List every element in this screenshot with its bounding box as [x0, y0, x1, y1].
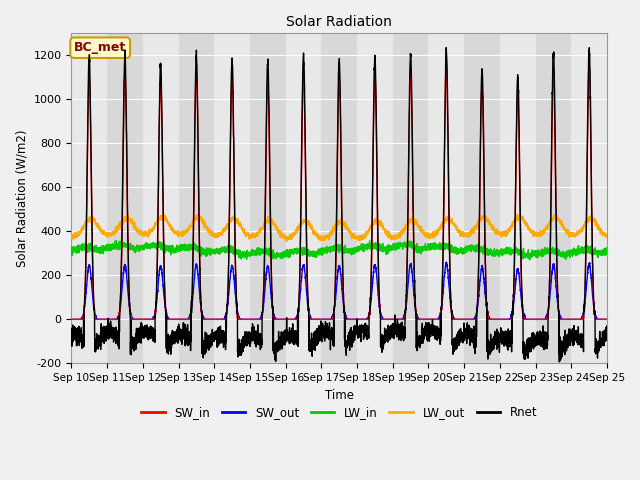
Bar: [143, 33, 179, 363]
Bar: [393, 33, 428, 363]
Rnet: [429, 324, 437, 329]
Text: BC_met: BC_met: [74, 41, 126, 54]
Rnet: [603, 333, 611, 339]
Rnet: [164, 341, 172, 347]
Bar: [572, 33, 607, 363]
LW_in: [68, 247, 76, 252]
SW_out: [319, 316, 327, 322]
Bar: [72, 33, 107, 363]
Bar: [107, 33, 143, 363]
SW_out: [490, 316, 497, 322]
SW_in: [319, 316, 327, 322]
Bar: [321, 33, 357, 363]
LW_in: [164, 244, 172, 250]
Line: SW_out: SW_out: [72, 262, 607, 319]
LW_in: [603, 252, 611, 257]
LW_out: [460, 229, 467, 235]
Bar: [285, 33, 321, 363]
LW_in: [603, 252, 611, 257]
Bar: [214, 33, 250, 363]
Rnet: [603, 331, 611, 337]
SW_in: [164, 316, 172, 322]
LW_out: [603, 234, 611, 240]
SW_in: [429, 316, 437, 322]
LW_out: [164, 221, 172, 227]
LW_in: [112, 238, 120, 243]
SW_in: [490, 316, 497, 322]
Line: Rnet: Rnet: [72, 48, 607, 362]
Line: LW_in: LW_in: [72, 240, 607, 260]
LW_in: [429, 245, 437, 251]
LW_out: [68, 232, 76, 238]
SW_out: [68, 316, 76, 322]
SW_out: [429, 316, 437, 322]
LW_out: [603, 234, 611, 240]
Rnet: [442, 45, 450, 50]
Bar: [357, 33, 393, 363]
LW_out: [429, 231, 437, 237]
Title: Solar Radiation: Solar Radiation: [286, 15, 392, 29]
LW_out: [283, 238, 291, 244]
Bar: [464, 33, 500, 363]
LW_in: [319, 249, 327, 255]
Bar: [179, 33, 214, 363]
Rnet: [490, 341, 497, 347]
SW_out: [602, 316, 610, 322]
LW_out: [160, 211, 168, 217]
LW_in: [460, 246, 467, 252]
LW_in: [525, 257, 533, 263]
Y-axis label: Solar Radiation (W/m2): Solar Radiation (W/m2): [15, 130, 28, 267]
SW_out: [603, 316, 611, 322]
Rnet: [460, 337, 467, 343]
SW_in: [68, 316, 76, 322]
Rnet: [68, 330, 76, 336]
Bar: [428, 33, 464, 363]
Bar: [500, 33, 536, 363]
SW_in: [460, 316, 467, 322]
Bar: [536, 33, 572, 363]
Bar: [250, 33, 285, 363]
SW_out: [460, 316, 467, 322]
LW_out: [490, 228, 497, 234]
Line: SW_in: SW_in: [72, 64, 607, 319]
Rnet: [319, 331, 327, 336]
SW_in: [602, 316, 610, 322]
SW_out: [164, 315, 172, 321]
LW_out: [319, 235, 327, 240]
Rnet: [556, 359, 563, 365]
SW_out: [443, 259, 451, 265]
Line: LW_out: LW_out: [72, 214, 607, 241]
X-axis label: Time: Time: [324, 389, 354, 402]
Legend: SW_in, SW_out, LW_in, LW_out, Rnet: SW_in, SW_out, LW_in, LW_out, Rnet: [136, 401, 542, 423]
SW_in: [442, 61, 450, 67]
LW_in: [490, 253, 497, 259]
SW_in: [603, 316, 611, 322]
